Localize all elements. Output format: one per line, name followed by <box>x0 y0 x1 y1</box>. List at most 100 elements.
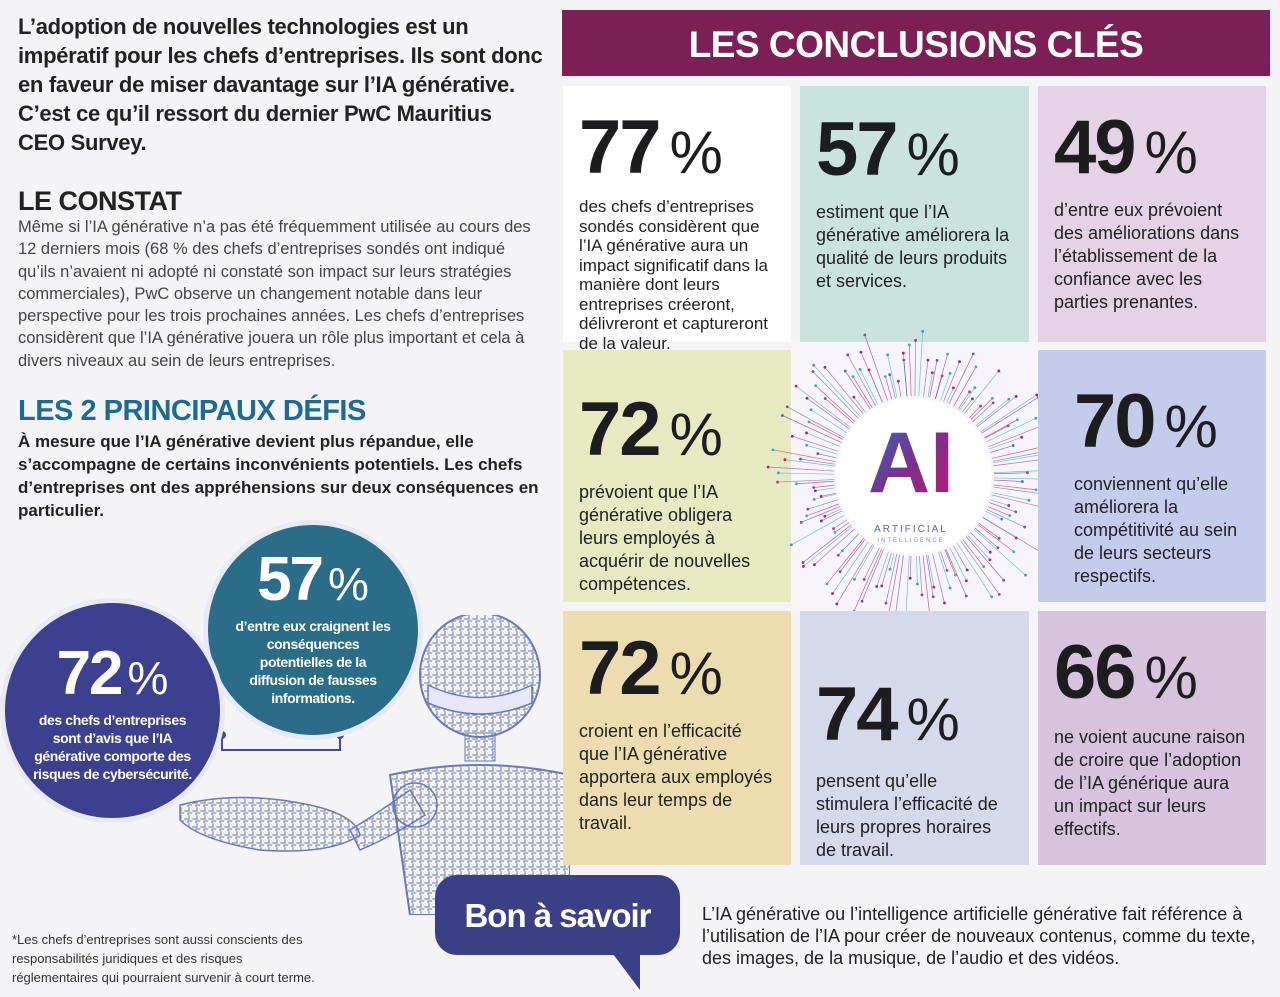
burst-dot <box>982 565 986 568</box>
burst-ray <box>927 372 933 398</box>
stat-card: 70% conviennent qu’elle améliorera la co… <box>1038 350 1266 602</box>
burst-dot <box>884 601 888 605</box>
burst-dot <box>951 386 955 390</box>
bon-a-savoir-badge: Bon à savoir <box>435 875 680 955</box>
burst-dot <box>812 363 816 367</box>
footnote: *Les chefs d’entreprises sont aussi cons… <box>12 932 315 985</box>
burst-dot <box>781 414 784 417</box>
burst-ray <box>984 419 1018 439</box>
card-number: 77% <box>579 105 723 190</box>
burst-dot <box>964 579 968 583</box>
burst-dot <box>940 374 944 378</box>
burst-ray <box>791 514 845 546</box>
burst-ray <box>796 480 835 485</box>
burst-dot <box>888 567 892 571</box>
burst-dot <box>805 431 808 435</box>
burst-dot <box>932 585 936 589</box>
burst-ray <box>975 398 1010 426</box>
burst-ray <box>782 415 842 443</box>
burst-dot <box>920 593 924 597</box>
burst-dot <box>965 568 969 572</box>
burst-ray <box>956 543 992 597</box>
circle-number: 57% <box>257 545 369 614</box>
burst-ray <box>889 374 896 399</box>
burst-dot <box>1006 424 1010 428</box>
intro-text: L’adoption de nouvelles technologies est… <box>18 14 543 155</box>
burst-dot <box>840 549 844 553</box>
burst-ray <box>812 371 859 419</box>
stat-card: 49% d’entre eux prévoient des améliorati… <box>1038 86 1266 342</box>
card-text: d’entre eux prévoient des améliorations … <box>1054 200 1240 312</box>
burst-dot <box>835 602 839 606</box>
burst-dot <box>783 458 787 462</box>
burst-ray <box>842 533 859 551</box>
burst-ray <box>992 451 1046 462</box>
burst-ray <box>864 334 888 401</box>
burst-ray <box>814 493 837 500</box>
burst-ray <box>964 370 1000 414</box>
burst-dot <box>958 360 961 364</box>
burst-ray <box>970 398 993 420</box>
defis-body: À mesure que l’IA générative devient plu… <box>18 432 539 520</box>
stat-circle-cybersecurity: 72% des chefs d’entreprises sont d’avis … <box>0 598 225 823</box>
burst-dot <box>997 536 1001 540</box>
burst-ray <box>853 396 866 413</box>
burst-ray <box>989 436 1022 450</box>
card-text: prévoient que l’IA générative obligera l… <box>579 482 751 594</box>
burst-dot <box>811 370 815 373</box>
burst-ray <box>817 453 837 459</box>
burst-ray <box>859 369 879 405</box>
burst-dot <box>926 358 930 362</box>
burst-ray <box>800 458 835 465</box>
card-text: conviennent qu’elle améliorera la compét… <box>1074 474 1238 586</box>
burst-ray <box>960 540 1000 595</box>
burst-dot <box>888 373 892 377</box>
burst-dot <box>1027 498 1031 502</box>
burst-dot <box>819 494 823 498</box>
burst-dot <box>853 577 856 581</box>
burst-ray <box>813 364 861 417</box>
burst-ray <box>914 340 916 397</box>
burst-ray <box>806 444 838 455</box>
conclusions-title: LES CONCLUSIONS CLÉS <box>562 10 1270 76</box>
burst-dot <box>896 379 900 383</box>
burst-ray <box>990 499 1009 506</box>
ai-burst-graphic <box>766 329 1058 625</box>
card-text: croient en l’efficacité que l’IA générat… <box>579 721 773 833</box>
burst-ray <box>980 394 1037 433</box>
burst-dot <box>997 369 1001 373</box>
burst-ray <box>824 508 842 517</box>
burst-ray <box>909 555 912 579</box>
burst-ray <box>826 538 865 585</box>
burst-dot <box>776 480 779 484</box>
burst-dot <box>1008 514 1012 518</box>
burst-dot <box>813 563 816 567</box>
burst-ray <box>863 547 880 580</box>
burst-ray <box>982 517 1017 539</box>
burst-ray <box>959 387 976 411</box>
burst-dot <box>785 405 789 409</box>
burst-ray <box>813 484 835 488</box>
burst-ray <box>953 545 968 571</box>
burst-dot <box>1035 393 1039 397</box>
burst-dot <box>948 586 952 590</box>
burst-ray <box>815 487 835 492</box>
burst-dot <box>1034 416 1038 420</box>
burst-ray <box>854 545 875 580</box>
burst-ray <box>922 555 931 617</box>
burst-dot <box>988 558 992 562</box>
burst-ray <box>847 354 876 407</box>
burst-ray <box>981 397 1039 434</box>
stat-card: 57% estiment que l’IA générative amélior… <box>800 86 1029 342</box>
burst-ray <box>887 354 898 398</box>
burst-dot <box>805 514 809 518</box>
burst-dot <box>838 570 842 574</box>
burst-ray <box>844 370 871 410</box>
burst-ray <box>884 376 893 400</box>
ai-caption: ARTIFICIAL <box>874 524 948 535</box>
burst-dot <box>930 371 934 375</box>
burst-dot <box>790 434 794 438</box>
burst-ray <box>889 553 895 570</box>
burst-dot <box>863 333 867 337</box>
burst-dot <box>1012 550 1016 554</box>
